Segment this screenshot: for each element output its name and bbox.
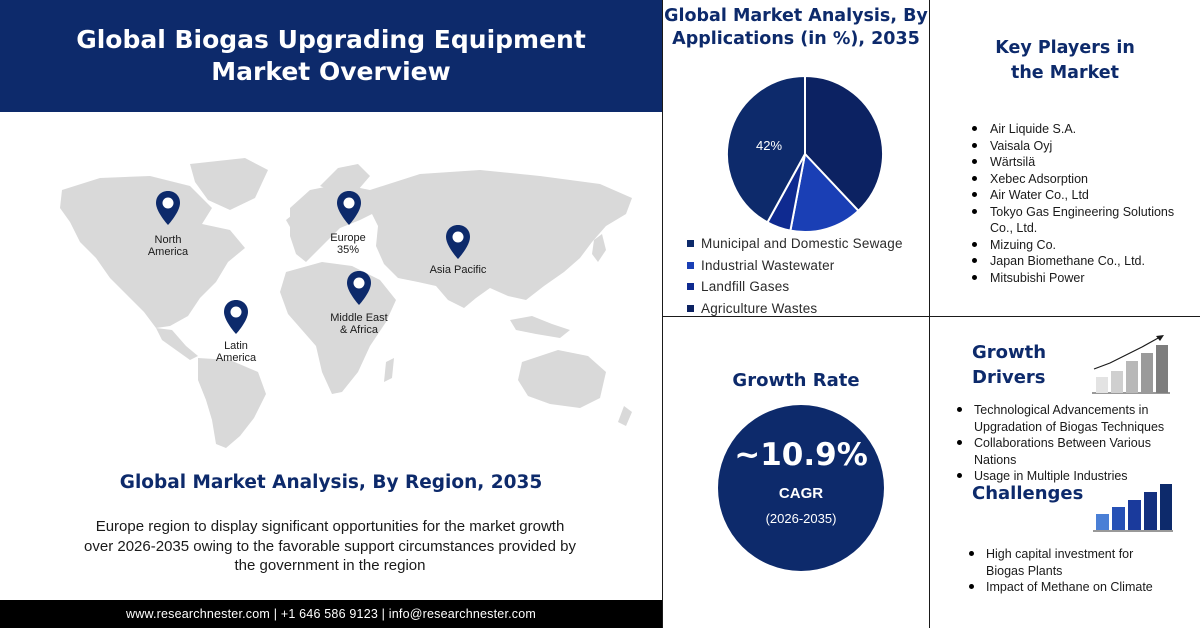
list-item: Xebec Adsorption: [972, 171, 1194, 188]
page-title: Global Biogas Upgrading Equipment Market…: [76, 25, 586, 86]
legend-item: Municipal and Domestic Sewage: [687, 233, 903, 255]
growth-drivers-title: Growth Drivers: [972, 340, 1062, 390]
list-item: Collaborations Between Various Nations: [955, 435, 1177, 468]
legend-label: Agriculture Wastes: [701, 300, 818, 316]
region-panel: Global Biogas Upgrading Equipment Market…: [0, 0, 662, 628]
region-label-europe: Europe 35%: [330, 232, 365, 256]
region-section-heading: Global Market Analysis, By Region, 2035: [119, 472, 543, 493]
list-item: Usage in Multiple Industries: [955, 468, 1177, 485]
divider: [662, 316, 1200, 317]
legend-swatch: [687, 304, 694, 312]
growth-drivers-title-text: Growth Drivers: [972, 342, 1047, 388]
list-item: Air Water Co., Ltd: [972, 187, 1194, 204]
list-item: Mizuing Co.: [972, 237, 1194, 254]
pie-data-label: 42%: [756, 138, 782, 153]
footer-contact: www.researchnester.com | +1 646 586 9123…: [0, 600, 662, 628]
key-players-title-text: Key Players in the Market: [995, 38, 1135, 83]
location-pin-icon: [224, 300, 248, 334]
pie-slice: [789, 151, 860, 233]
list-item: Technological Advancements in Upgradatio…: [955, 402, 1177, 435]
list-item: Mitsubishi Power: [972, 270, 1194, 287]
region-section-description: Europe region to display significant opp…: [84, 518, 576, 574]
challenges-list: High capital investment for Biogas Plant…: [967, 546, 1167, 596]
legend-swatch: [687, 261, 694, 269]
key-players-list: Air Liquide S.A. Vaisala Oyj Wärtsilä Xe…: [972, 121, 1194, 286]
region-label-asia-pacific: Asia Pacific: [430, 264, 487, 276]
legend-swatch: [687, 283, 694, 291]
region-label-text: North America: [147, 234, 189, 258]
world-map-graphic: [60, 158, 632, 448]
divider: [662, 0, 663, 628]
legend-swatch: [687, 240, 694, 248]
location-pin-icon: [446, 225, 470, 259]
challenges-title: Challenges: [972, 483, 1084, 504]
list-item: Air Liquide S.A.: [972, 121, 1194, 138]
list-item: Impact of Methane on Climate: [967, 579, 1167, 596]
pie-slice: [726, 76, 806, 224]
divider: [929, 0, 930, 628]
legend-label: Industrial Wastewater: [701, 257, 835, 273]
list-item: Vaisala Oyj: [972, 138, 1194, 155]
region-label-text: Europe 35%: [330, 232, 366, 256]
location-pin-icon: [156, 191, 180, 225]
growth-drivers-list: Technological Advancements in Upgradatio…: [955, 402, 1177, 485]
bar-chart-rising-icon: [1092, 335, 1170, 394]
region-label-text: Latin America: [215, 340, 257, 364]
legend-label: Landfill Gases: [701, 279, 790, 295]
bar-chart-rising-icon: [1093, 484, 1173, 532]
cagr-circle: ~10.9% CAGR (2026-2035): [718, 405, 884, 571]
cagr-label: CAGR: [778, 485, 824, 502]
region-label-latin-america: Latin America: [216, 340, 256, 364]
cagr-period: (2026-2035): [765, 511, 837, 526]
location-pin-icon: [347, 271, 371, 305]
pie-legend: Municipal and Domestic Sewage Industrial…: [687, 233, 903, 319]
pie-chart-title: Global Market Analysis, By Applications …: [664, 6, 928, 49]
title-banner: Global Biogas Upgrading Equipment Market…: [0, 0, 662, 112]
location-pin-icon: [337, 191, 361, 225]
applications-pie-chart: 42%: [726, 76, 884, 233]
region-label-text: Middle East & Africa: [330, 312, 388, 336]
cagr-value: ~10.9%: [734, 437, 868, 473]
pie-slice: [804, 76, 884, 213]
growth-rate-title: Growth Rate: [732, 370, 860, 391]
legend-label: Municipal and Domestic Sewage: [701, 236, 903, 252]
list-item: High capital investment for Biogas Plant…: [967, 546, 1167, 579]
list-item: Wärtsilä: [972, 154, 1194, 171]
list-item: Tokyo Gas Engineering Solutions Co., Ltd…: [972, 204, 1194, 237]
region-label-middle-east-africa: Middle East & Africa: [330, 312, 387, 336]
legend-item: Agriculture Wastes: [687, 298, 903, 320]
region-label-north-america: North America: [148, 234, 188, 258]
legend-item: Industrial Wastewater: [687, 255, 903, 277]
world-map: [40, 150, 640, 450]
legend-item: Landfill Gases: [687, 276, 903, 298]
list-item: Japan Biomethane Co., Ltd.: [972, 253, 1194, 270]
key-players-title: Key Players in the Market: [930, 36, 1200, 86]
region-label-text: Asia Pacific: [429, 264, 487, 276]
